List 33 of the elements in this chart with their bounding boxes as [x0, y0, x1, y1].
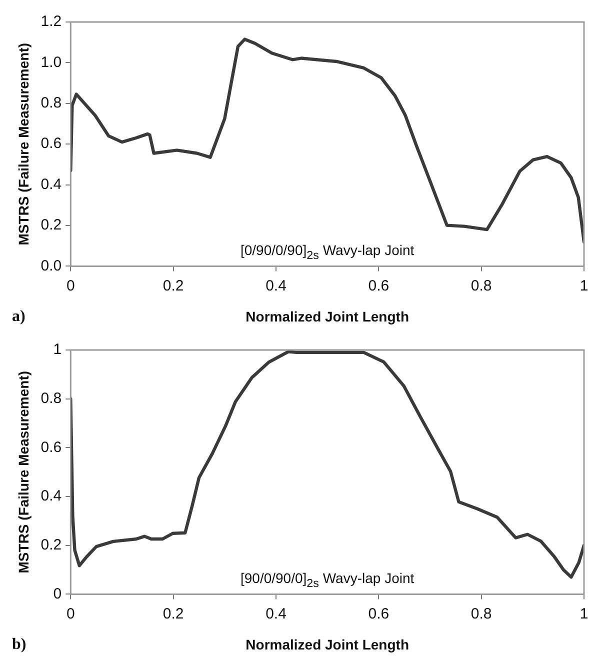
- x-tick-label: 0: [66, 605, 75, 622]
- y-tick-label: 1.2: [40, 13, 62, 30]
- y-tick-label: 0.2: [40, 216, 62, 234]
- x-tick-label: 0.4: [266, 605, 286, 622]
- x-tick-label: 0.6: [368, 277, 390, 294]
- x-axis-title: Normalized Joint Length: [246, 636, 409, 652]
- x-tick-label: 0.8: [470, 605, 492, 622]
- x-tick-label: 1: [580, 605, 588, 622]
- x-tick-label: 0.2: [162, 277, 184, 294]
- x-axis-title: Normalized Joint Length: [246, 308, 409, 324]
- y-tick-label: 0.6: [40, 438, 62, 456]
- y-axis-title: MSTRS (Failure Measurement): [15, 42, 32, 246]
- y-tick-label: 0: [53, 585, 62, 602]
- y-tick-label: 0.8: [40, 390, 62, 407]
- annotation: [0/90/0/90]$_{2s}$ Wavy-lap Joint: [238, 242, 416, 262]
- text: b): [12, 636, 26, 654]
- y-tick-label: 0.8: [40, 94, 62, 112]
- text: a): [12, 308, 26, 326]
- x-tick-label: 0: [66, 277, 75, 294]
- y-tick-label: 0.6: [40, 135, 62, 152]
- x-tick-label: 0.2: [162, 605, 184, 622]
- x-tick-label: 0.8: [470, 277, 492, 294]
- x-tick-label: 0.6: [368, 605, 390, 622]
- y-axis-title: MSTRS (Failure Measurement): [15, 370, 32, 574]
- y-tick-label: 0.4: [40, 488, 62, 505]
- y-tick-label: 0.4: [40, 176, 62, 193]
- y-tick-label: 1.0: [40, 54, 62, 71]
- y-tick-label: 1: [53, 341, 62, 358]
- x-tick-label: 0.4: [266, 277, 286, 294]
- y-tick-label: 0.2: [40, 536, 62, 554]
- annotation: [90/0/90/0]$_{2s}$ Wavy-lap Joint: [238, 570, 416, 590]
- x-tick-label: 1: [580, 277, 588, 294]
- y-tick-label: 0.0: [40, 257, 62, 274]
